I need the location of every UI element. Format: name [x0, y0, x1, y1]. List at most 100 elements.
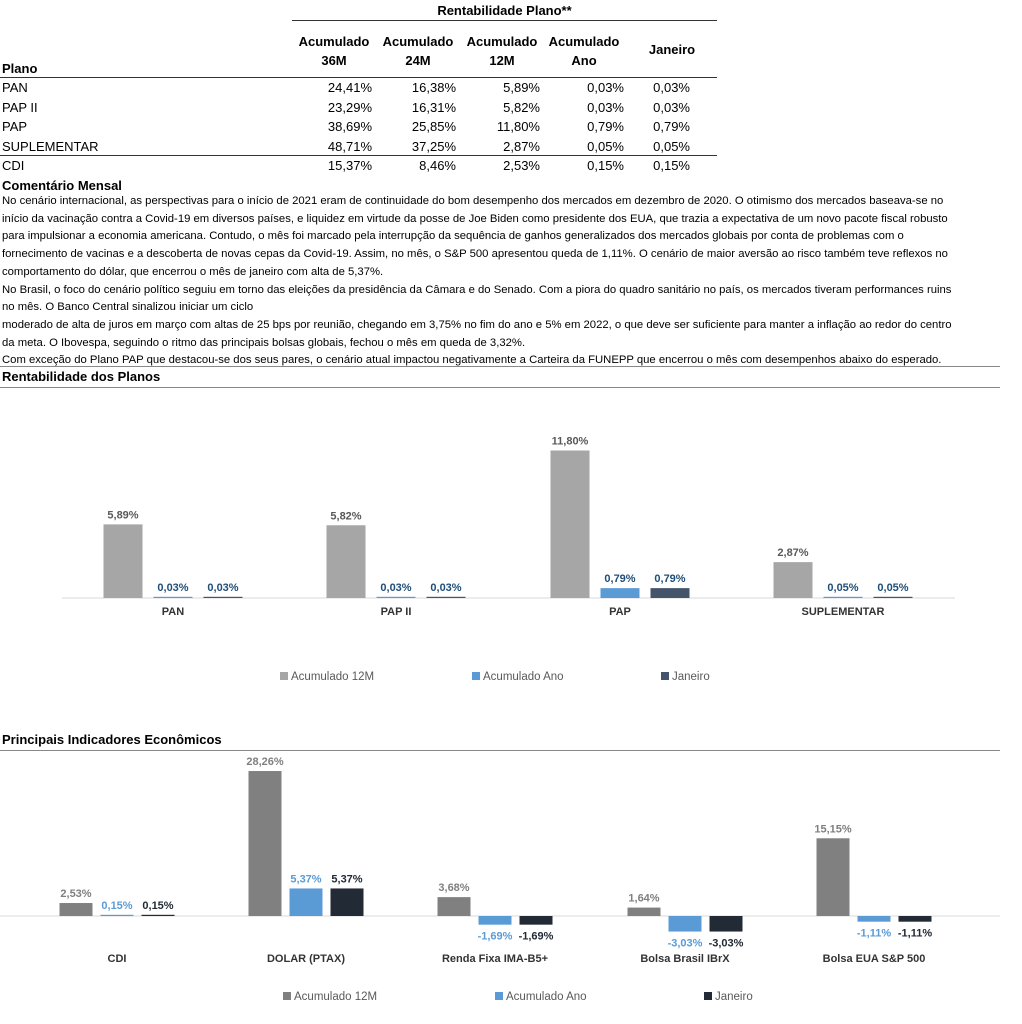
column-header-36m: Acumulado 36M	[292, 32, 376, 70]
category-label: PAP II	[381, 606, 412, 618]
comment-line: da meta. O Ibovespa, seguindo o ritmo da…	[2, 336, 526, 349]
data-label: 1,64%	[628, 893, 659, 905]
bar-janeiro	[330, 888, 364, 916]
comment-line: No Brasil, o foco do cenário político se…	[2, 283, 952, 296]
bar-acumulado-ano	[153, 596, 193, 598]
table-cell: 24,41%	[327, 80, 372, 95]
bar-janeiro	[709, 916, 743, 932]
plan-name: PAN	[2, 80, 28, 95]
table-cell: 11,80%	[496, 119, 540, 134]
table-cell: 15,37%	[327, 158, 372, 173]
data-label: 2,53%	[60, 888, 91, 900]
column-header-24m: Acumulado 24M	[376, 32, 460, 70]
chart2-title: Principais Indicadores Econômicos	[2, 732, 222, 747]
legend-label: Acumulado 12M	[291, 671, 374, 683]
table-cell: 0,03%	[653, 99, 690, 115]
plan-name: PAP	[2, 119, 28, 134]
bar-acumulado-12m	[103, 524, 143, 598]
bar-acumulado-12m	[326, 525, 366, 598]
bar-acumulado-12m	[550, 450, 590, 598]
cdi-separator-rule	[0, 155, 717, 156]
data-label: 0,15%	[142, 900, 173, 912]
comment-line: início da vacinação contra a Covid-19 em…	[2, 212, 948, 225]
table-cell: 2,53%	[503, 158, 540, 173]
legend-item: Acumulado 12M	[280, 671, 374, 683]
column-header-line2: Ano	[571, 53, 597, 68]
bar-acumulado-12m	[627, 907, 661, 916]
plan-name: SUPLEMENTAR	[2, 138, 99, 154]
table-cell: 5,89%	[503, 80, 540, 95]
column-header-line1: Acumulado	[548, 34, 620, 49]
comment-line: comportamento do dólar, que encerrou o m…	[2, 265, 384, 278]
comment-title: Comentário Mensal	[2, 178, 122, 193]
legend-item: Acumulado Ano	[495, 991, 587, 1003]
table-cell: 0,15%	[587, 158, 624, 173]
table-cell: 0,05%	[653, 138, 690, 154]
chart1-title-rule	[0, 387, 1000, 388]
table-cell: 0,79%	[653, 119, 690, 134]
category-label: CDI	[108, 953, 127, 965]
bar-acumulado-ano	[668, 916, 702, 932]
table-row: PAP 38,69% 25,85% 11,80% 0,79% 0,79%	[0, 117, 717, 136]
legend-item: Acumulado 12M	[283, 991, 377, 1003]
column-header-line1: Acumulado	[382, 34, 454, 49]
bar-acumulado-12m	[437, 897, 471, 916]
bar-janeiro	[141, 914, 175, 916]
comment-line: fornecimento de vacinas e a descoberta d…	[2, 248, 948, 261]
category-label: Bolsa EUA S&P 500	[823, 953, 926, 965]
comment-line: moderado de alta de juros em março com a…	[2, 318, 952, 331]
data-label: 15,15%	[814, 823, 852, 835]
data-label: 28,26%	[246, 756, 284, 768]
category-label: SUPLEMENTAR	[802, 606, 885, 618]
legend-label: Janeiro	[715, 991, 753, 1003]
data-label: -1,69%	[478, 931, 513, 943]
table-supertitle: Rentabilidade Plano**	[437, 3, 572, 18]
plan-name: CDI	[2, 158, 25, 173]
data-label: 5,82%	[330, 510, 361, 522]
column-header-ano: Acumulado Ano	[544, 32, 624, 70]
table-cell: 0,03%	[587, 99, 624, 115]
legend-label: Janeiro	[672, 671, 710, 683]
legend-label: Acumulado Ano	[506, 991, 587, 1003]
table-row: PAP II 23,29% 16,31% 5,82% 0,03% 0,03%	[0, 98, 717, 117]
data-label: 11,80%	[552, 436, 589, 448]
data-label: 3,68%	[438, 882, 469, 894]
bar-acumulado-ano	[100, 914, 134, 916]
table-cell: 0,03%	[587, 80, 624, 95]
column-header-12m: Acumulado 12M	[460, 32, 544, 70]
table-row: PAN 24,41% 16,38% 5,89% 0,03% 0,03%	[0, 78, 717, 97]
data-label: 0,79%	[604, 573, 635, 585]
data-label: 5,37%	[331, 873, 362, 885]
legend-swatch	[280, 672, 288, 680]
table-cell: 0,03%	[653, 80, 690, 95]
data-label: 0,79%	[654, 573, 685, 585]
legend-item: Janeiro	[661, 671, 710, 683]
plan-name: PAP II	[2, 99, 38, 115]
legend-swatch	[283, 992, 291, 1000]
legend-swatch	[704, 992, 712, 1000]
column-header-janeiro: Janeiro	[648, 42, 696, 57]
table-cell: 23,29%	[327, 99, 372, 115]
data-label: 5,89%	[107, 509, 138, 521]
data-label: 0,05%	[877, 582, 908, 594]
indicadores-economicos-chart: 2,53% 0,15% 0,15% CDI 28,26% 5,37% 5,37% DOLAR …	[0, 756, 1000, 1003]
data-label: -1,11%	[898, 928, 932, 940]
data-label: -3,03%	[709, 938, 744, 950]
table-row: CDI 15,37% 8,46% 2,53% 0,15% 0,15%	[0, 156, 717, 175]
table-cell: 5,82%	[503, 99, 540, 115]
column-header-line2: 24M	[405, 53, 431, 68]
category-label: DOLAR (PTAX)	[267, 953, 345, 965]
bar-janeiro	[519, 916, 553, 925]
category-label: PAN	[162, 606, 184, 618]
comment-line: para impulsionar a economia americana. C…	[2, 230, 904, 243]
category-label: Bolsa Brasil IBrX	[640, 953, 730, 965]
category-label: PAP	[609, 606, 631, 618]
legend-label: Acumulado Ano	[483, 671, 564, 683]
bar-acumulado-ano	[478, 916, 512, 925]
table-cell: 0,15%	[653, 158, 690, 173]
data-label: 0,15%	[101, 900, 132, 912]
data-label: 0,03%	[157, 582, 188, 594]
table-supertitle-rule	[292, 20, 717, 21]
data-label: 2,87%	[777, 547, 808, 559]
chart2-title-rule	[0, 750, 1000, 751]
